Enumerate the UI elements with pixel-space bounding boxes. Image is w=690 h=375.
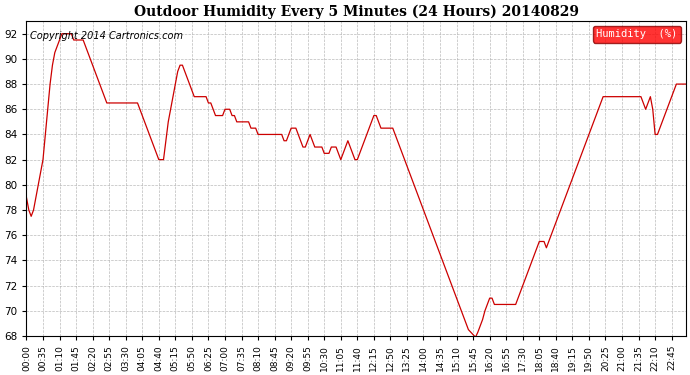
Legend: Humidity  (%): Humidity (%)	[593, 26, 680, 43]
Text: Copyright 2014 Cartronics.com: Copyright 2014 Cartronics.com	[30, 30, 183, 40]
Title: Outdoor Humidity Every 5 Minutes (24 Hours) 20140829: Outdoor Humidity Every 5 Minutes (24 Hou…	[134, 4, 579, 18]
